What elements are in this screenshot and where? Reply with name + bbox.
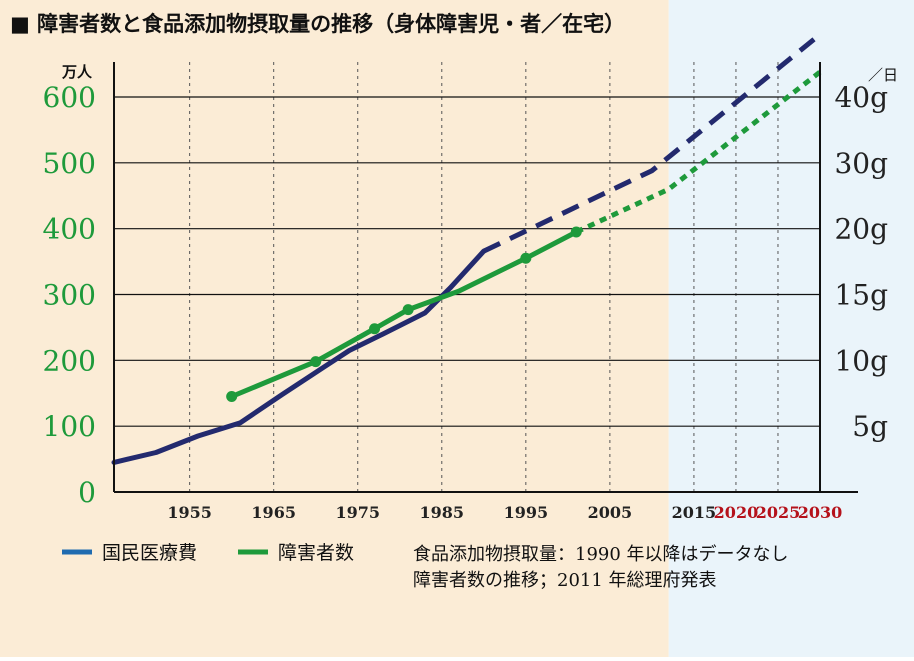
x-axis-tick-label: 1975 — [335, 503, 380, 522]
x-axis-tick-label: 1955 — [167, 503, 212, 522]
medical-cost-projection-line — [482, 32, 822, 254]
right-axis-tick-label: 30g — [834, 147, 888, 180]
note-line-2: 障害者数の推移；2011 年総理府発表 — [413, 570, 717, 591]
x-axis-tick-label: 1985 — [420, 503, 465, 522]
note-line-1: 食品添加物摂取量：1990 年以降はデータなし — [413, 544, 789, 565]
left-axis-tick-label: 500 — [43, 147, 96, 180]
past-period-background — [0, 0, 669, 657]
left-axis-tick-label: 100 — [43, 410, 96, 443]
disabled-count-point — [226, 391, 238, 403]
disabled-count-point — [520, 252, 532, 264]
right-axis-tick-label: 40g — [834, 81, 888, 114]
disabled-count-point — [402, 304, 414, 316]
legend-label: 国民医療費 — [102, 542, 197, 564]
x-axis-tick-label: 1995 — [504, 503, 549, 522]
left-axis-tick-label: 600 — [43, 81, 96, 114]
x-axis-tick-label: 2015 — [672, 503, 717, 522]
x-axis-tick-label: 2030 — [798, 503, 843, 522]
x-axis-tick-label: 2025 — [756, 503, 801, 522]
legend-label: 障害者数 — [278, 542, 354, 564]
right-axis-tick-label: 10g — [834, 344, 888, 377]
left-axis-unit-label: 万人 — [61, 63, 93, 81]
right-axis-tick-label: 5g — [852, 410, 888, 443]
left-axis-tick-label: 0 — [78, 476, 96, 509]
disabled-count-point — [369, 323, 381, 335]
future-period-background — [668, 0, 914, 657]
legend: 国民医療費 障害者数 — [62, 542, 354, 564]
axis-layer: 0 100 200 300 400 500 600 5g 10g 15g 20g 30g 40g 1955… — [43, 62, 888, 522]
disabled-count-point — [570, 226, 582, 238]
x-axis-tick-label: 2020 — [714, 503, 759, 522]
series-layer — [111, 32, 822, 465]
chart-title: ■ 障害者数と食品添加物摂取量の推移（身体障害児・者／在宅） — [10, 11, 625, 36]
disabled-count-point — [310, 356, 322, 368]
right-axis-tick-label: 15g — [834, 279, 888, 312]
left-axis-tick-label: 200 — [43, 344, 96, 377]
x-axis-tick-label: 1965 — [251, 503, 296, 522]
left-axis-tick-label: 400 — [43, 213, 96, 246]
medical-cost-line — [111, 248, 487, 465]
right-axis-unit-label: ／日 — [868, 66, 898, 84]
right-axis-tick-label: 20g — [834, 213, 888, 246]
x-axis-tick-label: 2005 — [588, 503, 633, 522]
left-axis-tick-label: 300 — [43, 279, 96, 312]
